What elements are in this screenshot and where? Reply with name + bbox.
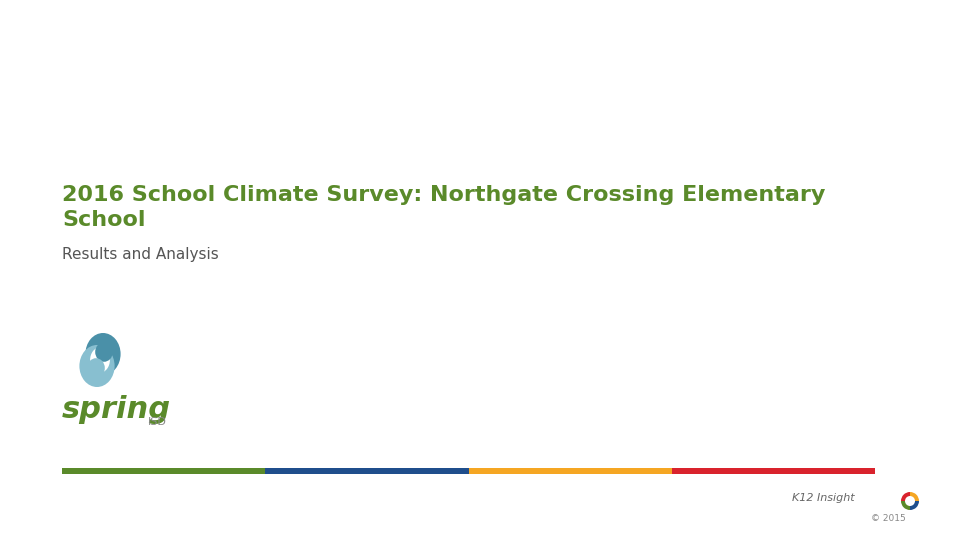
Text: Results and Analysis: Results and Analysis [62, 247, 219, 262]
Ellipse shape [85, 333, 121, 375]
Text: © 2015: © 2015 [871, 514, 905, 523]
Bar [468, 468, 672, 474]
Wedge shape [910, 501, 919, 510]
Text: ISD: ISD [148, 417, 167, 427]
Wedge shape [901, 492, 910, 501]
Ellipse shape [80, 345, 114, 387]
Ellipse shape [90, 347, 109, 373]
Ellipse shape [95, 342, 113, 362]
Bar [62, 468, 265, 474]
Ellipse shape [87, 358, 105, 378]
Text: K12 Insight: K12 Insight [792, 493, 855, 503]
Wedge shape [910, 492, 919, 501]
Bar [265, 468, 468, 474]
Text: 2016 School Climate Survey: Northgate Crossing Elementary
School: 2016 School Climate Survey: Northgate Cr… [62, 185, 826, 230]
Text: spring: spring [62, 395, 171, 424]
Bar [672, 468, 875, 474]
Wedge shape [901, 501, 910, 510]
